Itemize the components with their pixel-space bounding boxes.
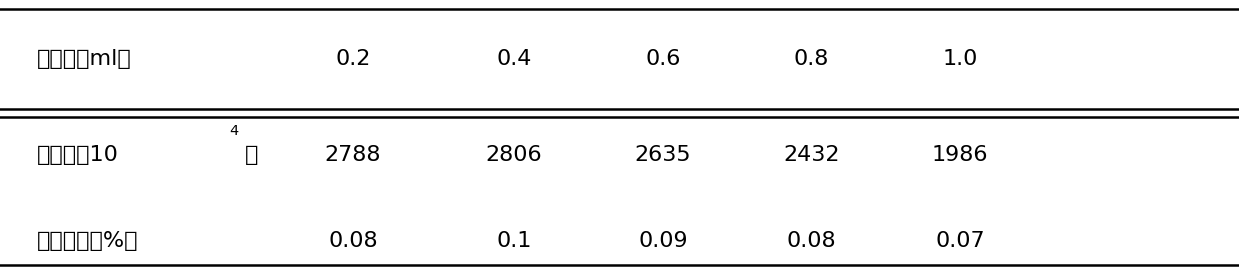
Text: 分子量（10: 分子量（10 [37,146,119,165]
Text: 水不溶物（%）: 水不溶物（%） [37,231,139,251]
Text: 1.0: 1.0 [943,49,978,69]
Text: 0.09: 0.09 [638,231,688,251]
Text: 0.07: 0.07 [935,231,985,251]
Text: 2432: 2432 [783,146,840,165]
Text: 1986: 1986 [932,146,989,165]
Text: 异丙醇（ml）: 异丙醇（ml） [37,49,131,69]
Text: 0.4: 0.4 [497,49,532,69]
Text: 0.1: 0.1 [497,231,532,251]
Text: 0.08: 0.08 [328,231,378,251]
Text: 0.8: 0.8 [794,49,829,69]
Text: 2788: 2788 [325,146,382,165]
Text: 0.08: 0.08 [787,231,836,251]
Text: 0.2: 0.2 [336,49,370,69]
Text: 4: 4 [229,124,238,138]
Text: ）: ） [245,146,259,165]
Text: 2635: 2635 [634,146,691,165]
Text: 2806: 2806 [486,146,543,165]
Text: 0.6: 0.6 [646,49,680,69]
